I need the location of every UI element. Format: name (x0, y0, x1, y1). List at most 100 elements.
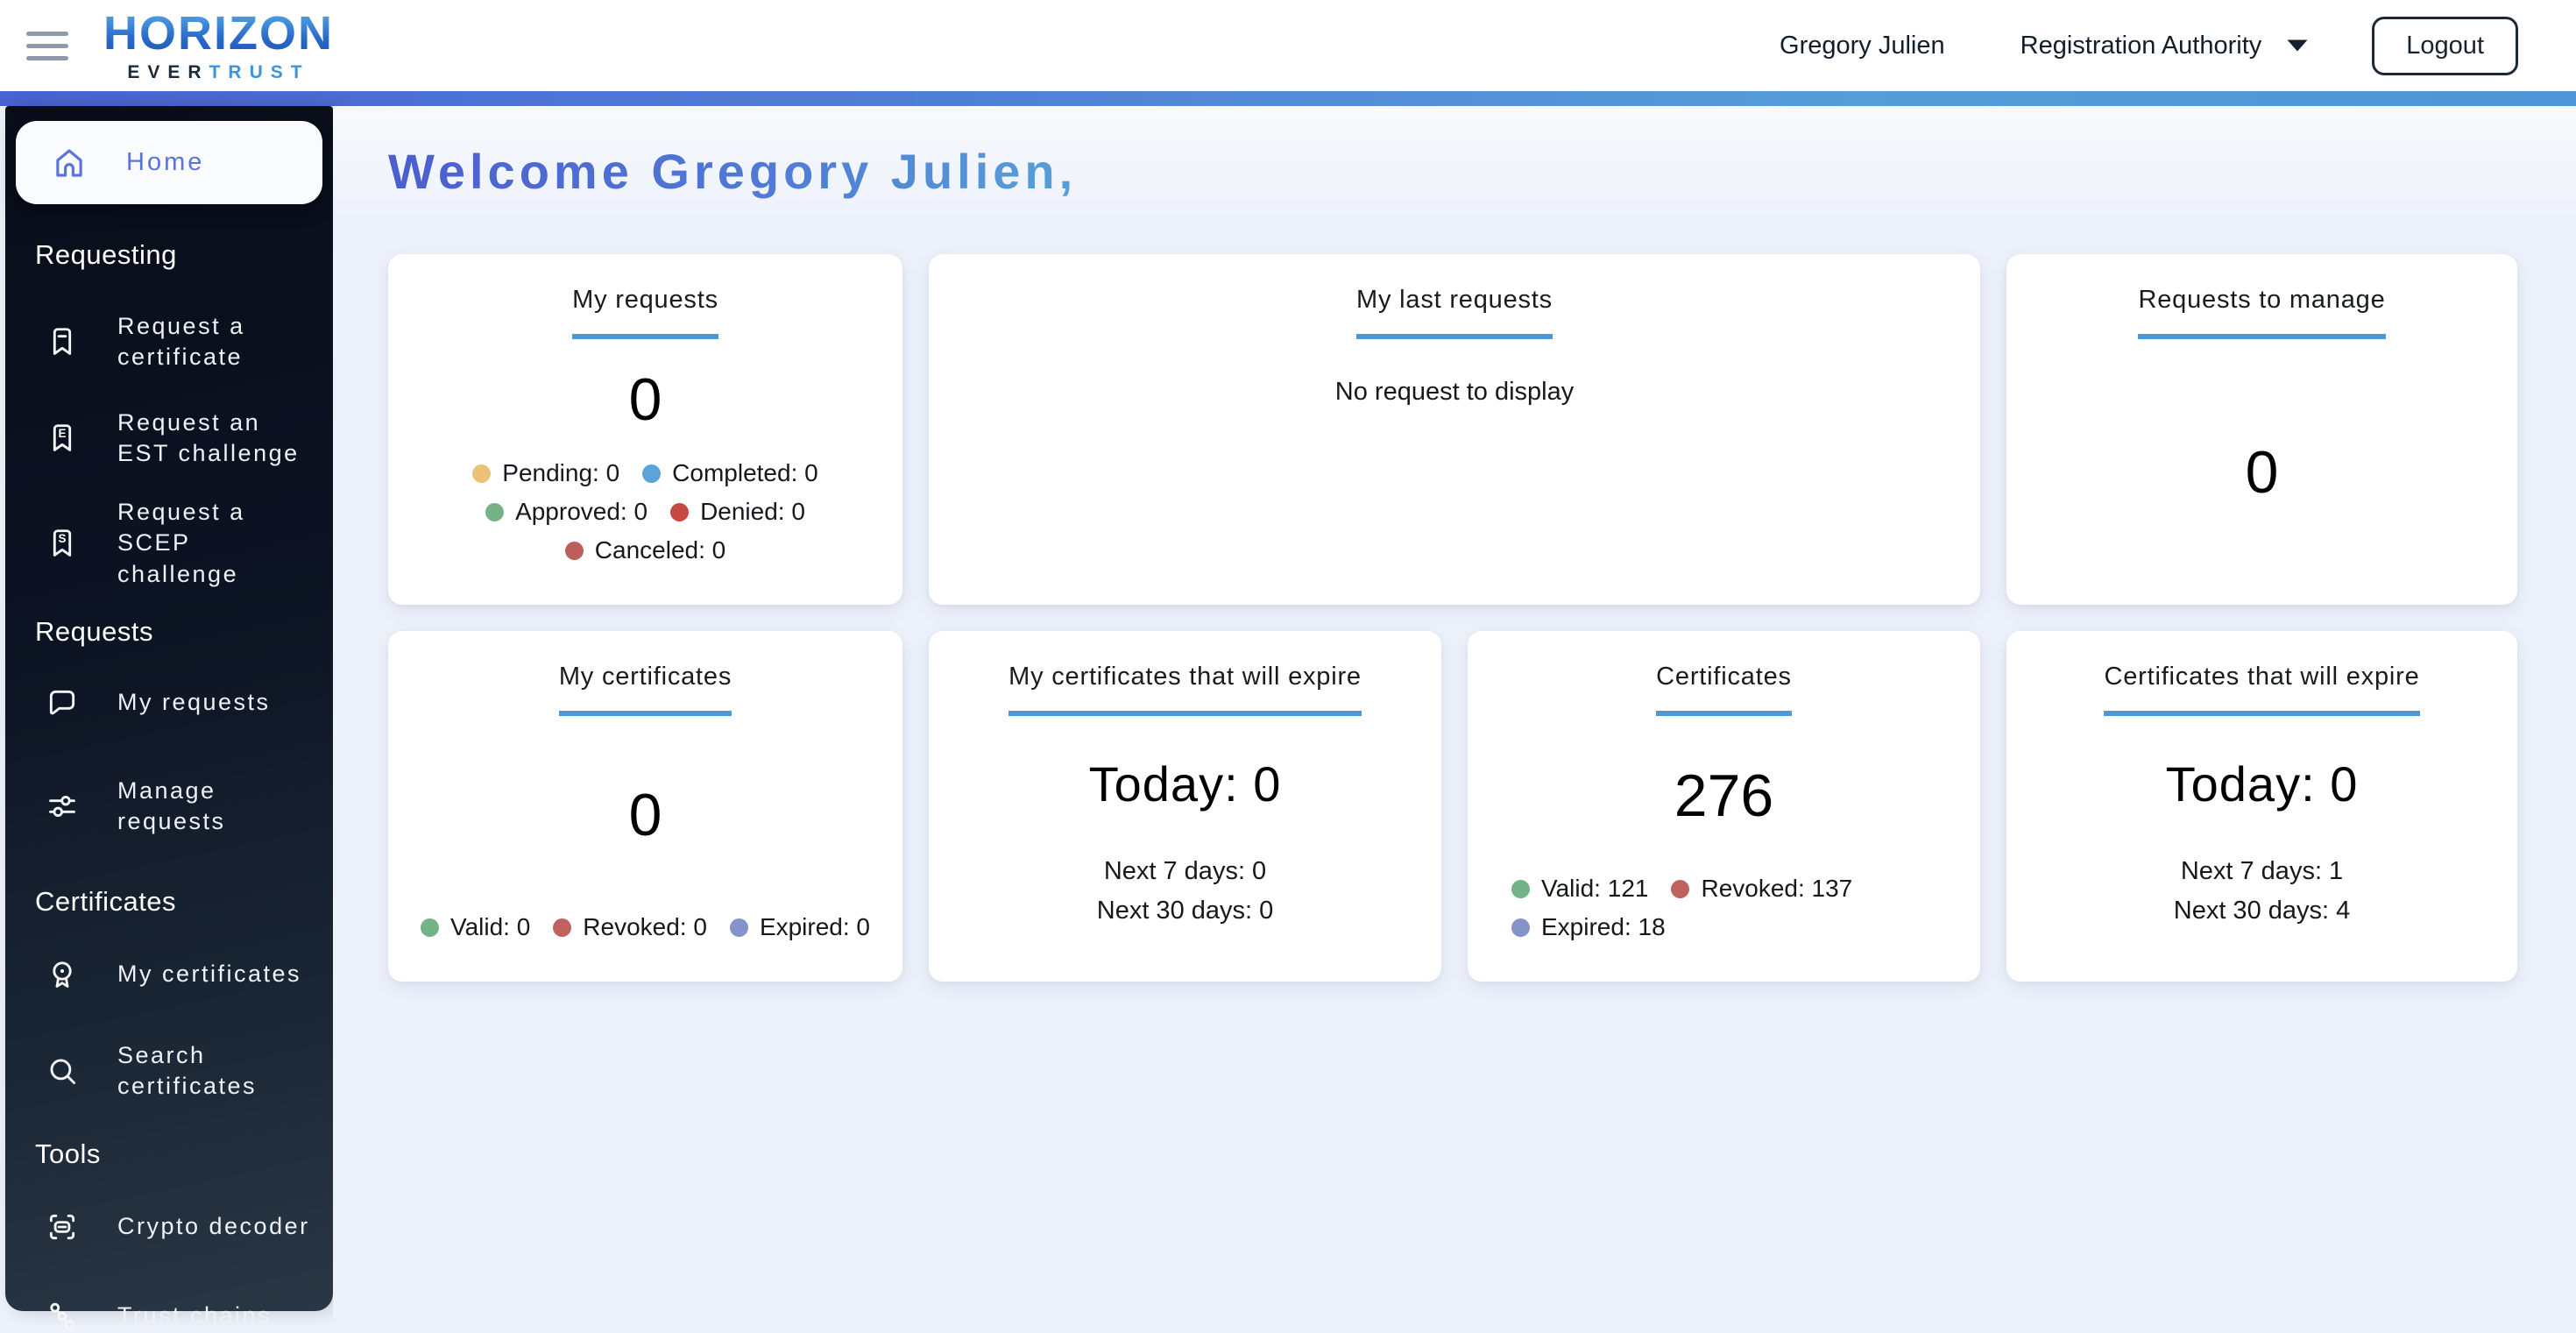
card-certificates: Certificates 276 Valid: 121 Revoked: 137… (1468, 631, 1980, 982)
card-title: My last requests (1356, 286, 1553, 339)
card-my-last-requests: My last requests No request to display (929, 254, 1980, 605)
sidebar-item-crypto-decoder[interactable]: Crypto decoder (5, 1210, 333, 1244)
legend-item: Revoked: 137 (1671, 875, 1852, 903)
expire-today-value: Today: 0 (2165, 756, 2359, 812)
chevron-down-icon (2286, 39, 2309, 53)
sidebar-item-label: Request an EST challenge (117, 409, 300, 467)
bookmark-e-icon: E (53, 424, 72, 452)
chat-bubble-icon (49, 690, 75, 714)
sidebar-section-certificates: Certificates (35, 885, 177, 917)
expire-next-lines: Next 7 days: 0 Next 30 days: 0 (950, 852, 1420, 941)
status-dot-revoked (1671, 879, 1690, 898)
scan-decode-icon (49, 1214, 75, 1240)
user-name: Gregory Julien (1780, 31, 1945, 60)
sidebar: Home Requesting Request a certificate E … (5, 106, 333, 1330)
sidebar-section-tools: Tools (35, 1138, 101, 1170)
card-title: Certificates that will expire (2104, 663, 2420, 716)
legend-item: Expired: 0 (729, 913, 870, 941)
legend-item: Canceled: 0 (564, 536, 725, 564)
expire-next-lines: Next 7 days: 1 Next 30 days: 4 (2028, 852, 2496, 941)
sidebar-item-label: Request a SCEP challenge (117, 499, 245, 587)
logo-subtitle: EVERTRUST (127, 63, 309, 82)
status-dot-completed (642, 464, 662, 483)
logo-subtitle-ever: EVER (127, 62, 209, 82)
sidebar-item-request-est-challenge[interactable]: E Request an EST challenge (5, 408, 333, 469)
my-requests-legend: Pending: 0 Completed: 0 Approved: 0 Deni… (440, 459, 852, 564)
svg-text:S: S (59, 532, 67, 545)
top-bar: HORIZON EVERTRUST Gregory Julien Registr… (0, 0, 2576, 91)
status-dot-expired (1511, 918, 1530, 937)
legend-item: Valid: 121 (1511, 875, 1648, 903)
sidebar-item-request-scep-challenge[interactable]: S Request a SCEP challenge (5, 497, 333, 589)
card-title: My requests (572, 286, 718, 339)
status-dot-revoked (553, 918, 572, 937)
card-my-certificates-expire: My certificates that will expire Today: … (929, 631, 1441, 982)
sidebar-item-my-certificates[interactable]: My certificates (5, 958, 333, 991)
sidebar-item-home[interactable]: Home (16, 121, 322, 204)
role-selector[interactable]: Registration Authority (2020, 32, 2310, 60)
sidebar-item-label: Search certificates (117, 1041, 258, 1099)
expire-next-7: Next 7 days: 1 (2180, 857, 2344, 886)
app-logo[interactable]: HORIZON EVERTRUST (103, 10, 334, 82)
empty-state-message: No request to display (1334, 378, 1575, 406)
sidebar-item-label: Manage requests (117, 776, 226, 834)
legend-item: Revoked: 0 (553, 913, 707, 941)
sidebar-item-label: Request a certificate (117, 313, 245, 371)
card-my-requests: My requests 0 Pending: 0 Completed: 0 Ap… (388, 254, 902, 605)
status-dot-denied (670, 502, 690, 521)
requests-to-manage-total: 0 (2245, 438, 2279, 506)
sidebar-item-label: Home (126, 148, 205, 176)
certificates-legend: Valid: 121 Revoked: 137 Expired: 18 (1489, 875, 1923, 941)
card-certificates-expire: Certificates that will expire Today: 0 N… (2006, 631, 2517, 982)
menu-icon[interactable] (26, 31, 68, 60)
award-icon (53, 961, 72, 988)
sidebar-item-label: Trust chains (117, 1302, 272, 1329)
accent-bar (0, 91, 2576, 106)
sidebar-section-requesting: Requesting (35, 239, 177, 270)
sidebar-item-manage-requests[interactable]: Manage requests (5, 776, 333, 837)
card-title: My certificates (558, 663, 732, 716)
sidebar-item-label: My requests (117, 689, 271, 716)
sidebar-section-requests: Requests (35, 615, 153, 647)
page-title: Welcome Gregory Julien, (388, 144, 1078, 199)
main-content: Welcome Gregory Julien, My requests 0 Pe… (333, 106, 2576, 1318)
chain-nodes-icon (50, 1302, 74, 1330)
bookmark-minus-icon (53, 328, 72, 355)
sidebar-item-label: Crypto decoder (117, 1213, 310, 1240)
expire-next-30: Next 30 days: 0 (1096, 897, 1274, 925)
home-icon (56, 148, 82, 177)
sidebar-item-request-certificate[interactable]: Request a certificate (5, 311, 333, 372)
my-certificates-legend: Valid: 0 Revoked: 0 Expired: 0 (409, 913, 881, 941)
card-requests-to-manage: Requests to manage 0 (2006, 254, 2517, 605)
legend-item: Completed: 0 (642, 459, 818, 487)
legend-item: Valid: 0 (420, 913, 530, 941)
status-dot-valid (1511, 879, 1530, 898)
status-dot-approved (485, 502, 505, 521)
status-dot-canceled (564, 541, 584, 560)
card-title: Certificates (1656, 663, 1792, 716)
card-my-certificates: My certificates 0 Valid: 0 Revoked: 0 Ex… (388, 631, 902, 982)
legend-item: Approved: 0 (485, 498, 648, 526)
sidebar-item-trust-chains[interactable]: Trust chains (5, 1300, 333, 1333)
search-icon (50, 1059, 76, 1084)
status-dot-pending (472, 464, 492, 483)
role-selector-label: Registration Authority (2020, 31, 2262, 60)
status-dot-expired (729, 918, 748, 937)
logout-button[interactable]: Logout (2372, 16, 2518, 75)
bookmark-s-icon: S (53, 529, 72, 557)
sidebar-item-my-requests[interactable]: My requests (5, 686, 333, 720)
legend-item: Pending: 0 (472, 459, 619, 487)
sidebar-item-search-certificates[interactable]: Search certificates (5, 1040, 333, 1102)
my-certificates-total: 0 (628, 781, 662, 848)
status-dot-valid (420, 918, 439, 937)
expire-today-value: Today: 0 (1088, 756, 1282, 812)
sidebar-item-label: My certificates (117, 961, 302, 988)
logo-wordmark: HORIZON (103, 7, 334, 60)
expire-next-7: Next 7 days: 0 (1103, 857, 1267, 886)
my-requests-total: 0 (628, 365, 662, 433)
logo-subtitle-trust: TRUST (209, 62, 310, 82)
header-actions: Gregory Julien Registration Authority Lo… (1780, 16, 2518, 75)
expire-next-30: Next 30 days: 4 (2173, 897, 2351, 925)
sliders-icon (49, 795, 75, 817)
